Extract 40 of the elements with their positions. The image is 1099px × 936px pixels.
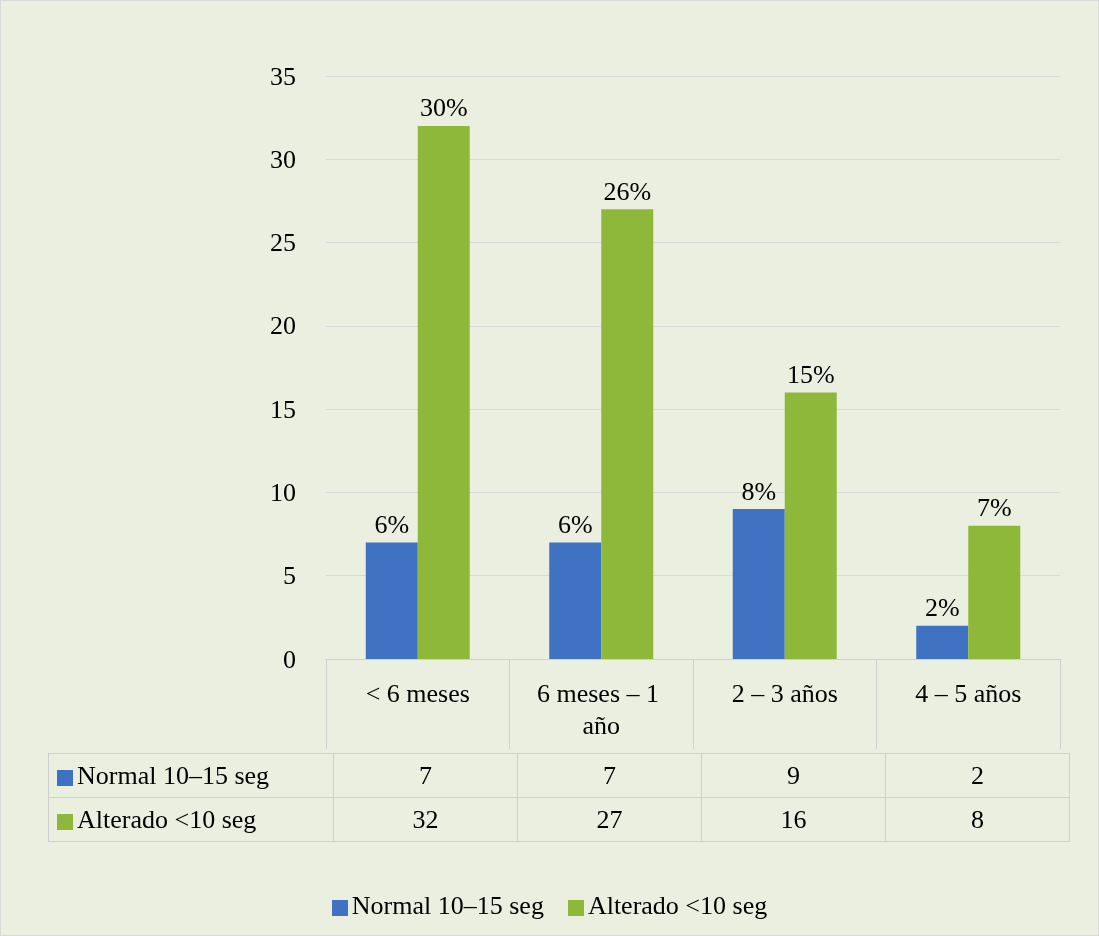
y-tick-label: 30 xyxy=(270,144,296,174)
x-tick-label: 2 – 3 años xyxy=(731,678,838,708)
annotation: 6% xyxy=(557,509,593,539)
data-label: 2 xyxy=(885,753,1070,798)
y-tick-label: 25 xyxy=(270,228,296,258)
annotation: 8% xyxy=(741,476,777,506)
bar xyxy=(601,209,654,659)
text: Alterado <10 seg xyxy=(587,891,768,920)
data-label: 8 xyxy=(885,797,1070,842)
bar xyxy=(365,542,418,659)
annotation: 30% xyxy=(419,93,468,123)
x-tick-label: 6 meses – 1 año xyxy=(536,678,666,740)
bar xyxy=(916,625,969,659)
legend-label: Alterado <10 seg xyxy=(48,797,334,842)
legend-label: Normal 10–15 seg xyxy=(48,753,334,798)
y-tick-label: 35 xyxy=(270,61,296,91)
bar xyxy=(968,525,1021,659)
y-tick-label: 5 xyxy=(283,561,296,591)
annotation: 7% xyxy=(976,493,1012,523)
annotation: 26% xyxy=(603,176,652,206)
y-tick-label: 0 xyxy=(283,644,296,674)
data-label: 27 xyxy=(517,797,702,842)
data-label: 16 xyxy=(701,797,886,842)
x-tick-label: < 6 meses xyxy=(365,678,470,708)
annotation: 2% xyxy=(924,593,960,623)
text: Normal 10–15 seg xyxy=(351,891,544,920)
annotation: 6% xyxy=(374,509,410,539)
data-label: 32 xyxy=(333,797,518,842)
y-tick-label: 10 xyxy=(270,477,296,507)
data-label: 9 xyxy=(701,753,886,798)
y-tick-label: 15 xyxy=(270,394,296,424)
bar xyxy=(732,509,785,659)
bar xyxy=(417,125,470,659)
bar xyxy=(784,392,837,659)
x-tick-label: 4 – 5 años xyxy=(915,678,1022,708)
y-tick-label: 20 xyxy=(270,311,296,341)
bar xyxy=(549,542,602,659)
data-label: 7 xyxy=(333,753,518,798)
data-label: 7 xyxy=(517,753,702,798)
annotation: 15% xyxy=(786,359,835,389)
